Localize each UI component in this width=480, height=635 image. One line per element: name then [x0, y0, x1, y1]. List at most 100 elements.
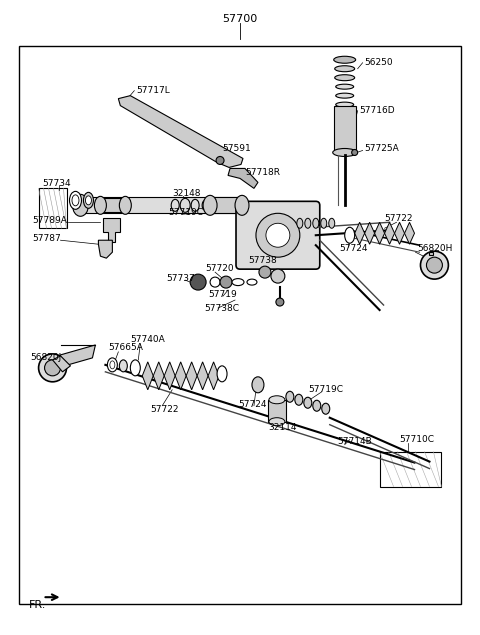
- Ellipse shape: [85, 196, 91, 205]
- Text: 57719C: 57719C: [168, 208, 203, 217]
- Ellipse shape: [247, 279, 257, 285]
- Circle shape: [38, 354, 67, 382]
- Text: 57787: 57787: [33, 234, 61, 243]
- Ellipse shape: [217, 366, 227, 382]
- Ellipse shape: [286, 391, 294, 402]
- Text: 57738C: 57738C: [204, 304, 239, 312]
- Ellipse shape: [72, 194, 88, 217]
- Ellipse shape: [335, 66, 355, 72]
- Ellipse shape: [329, 218, 335, 228]
- Ellipse shape: [191, 199, 199, 211]
- Text: 57722: 57722: [384, 214, 413, 223]
- Text: 57710C: 57710C: [399, 435, 434, 444]
- Ellipse shape: [70, 191, 82, 210]
- Circle shape: [256, 213, 300, 257]
- Ellipse shape: [202, 200, 208, 210]
- Ellipse shape: [334, 57, 356, 64]
- Text: 57719: 57719: [208, 290, 237, 298]
- Ellipse shape: [304, 398, 312, 408]
- Ellipse shape: [84, 192, 94, 208]
- Ellipse shape: [120, 360, 127, 372]
- Ellipse shape: [110, 361, 115, 369]
- Circle shape: [45, 360, 60, 376]
- Bar: [81, 197, 240, 213]
- Polygon shape: [365, 222, 374, 244]
- Polygon shape: [374, 222, 384, 244]
- Polygon shape: [142, 362, 153, 390]
- Ellipse shape: [322, 403, 330, 414]
- Text: 57719C: 57719C: [308, 385, 343, 394]
- Text: 57738: 57738: [248, 256, 277, 265]
- Ellipse shape: [313, 218, 319, 228]
- Ellipse shape: [336, 102, 354, 107]
- Circle shape: [190, 274, 206, 290]
- Polygon shape: [405, 222, 415, 244]
- Ellipse shape: [232, 279, 244, 286]
- Ellipse shape: [130, 360, 140, 376]
- Ellipse shape: [345, 227, 355, 243]
- Ellipse shape: [297, 218, 303, 228]
- Polygon shape: [186, 362, 197, 390]
- Bar: [100, 198, 125, 212]
- Ellipse shape: [95, 196, 107, 214]
- Text: 56250: 56250: [365, 58, 393, 67]
- Ellipse shape: [269, 396, 285, 404]
- Text: 56820H: 56820H: [418, 244, 453, 253]
- Polygon shape: [119, 96, 243, 168]
- Ellipse shape: [305, 218, 311, 228]
- Ellipse shape: [203, 196, 217, 215]
- Text: 57740A: 57740A: [130, 335, 165, 344]
- Text: 32114: 32114: [268, 423, 297, 432]
- Text: 57789A: 57789A: [33, 216, 68, 225]
- Circle shape: [276, 298, 284, 306]
- Circle shape: [352, 149, 358, 156]
- Polygon shape: [228, 168, 258, 189]
- Circle shape: [216, 156, 224, 164]
- Text: 57714B: 57714B: [338, 437, 372, 446]
- Text: 57724: 57724: [238, 400, 266, 409]
- Ellipse shape: [72, 195, 79, 206]
- Text: 57716D: 57716D: [360, 106, 395, 115]
- Ellipse shape: [321, 218, 327, 228]
- Circle shape: [210, 277, 220, 287]
- Text: 56820J: 56820J: [31, 354, 62, 363]
- Text: 57700: 57700: [222, 14, 258, 24]
- Polygon shape: [175, 362, 186, 390]
- Text: 57724: 57724: [340, 244, 368, 253]
- Circle shape: [420, 251, 448, 279]
- Text: FR.: FR.: [29, 600, 46, 610]
- Ellipse shape: [180, 198, 190, 212]
- Circle shape: [259, 266, 271, 278]
- Circle shape: [271, 269, 285, 283]
- Polygon shape: [103, 218, 120, 242]
- Circle shape: [220, 276, 232, 288]
- Bar: [268, 400, 286, 422]
- Ellipse shape: [269, 418, 285, 425]
- Bar: [380, 451, 442, 486]
- Polygon shape: [384, 222, 395, 244]
- Ellipse shape: [252, 377, 264, 393]
- Polygon shape: [395, 222, 405, 244]
- Ellipse shape: [336, 84, 354, 89]
- Polygon shape: [430, 252, 433, 255]
- Circle shape: [426, 257, 443, 273]
- Ellipse shape: [171, 199, 179, 211]
- Polygon shape: [58, 345, 96, 368]
- Ellipse shape: [335, 75, 355, 81]
- Text: 57734: 57734: [43, 179, 71, 188]
- Bar: [19, 46, 461, 604]
- Polygon shape: [164, 362, 175, 390]
- Ellipse shape: [333, 149, 357, 156]
- Polygon shape: [52, 356, 71, 372]
- Text: 57722: 57722: [150, 405, 179, 414]
- Text: 57591: 57591: [222, 144, 251, 153]
- FancyBboxPatch shape: [236, 201, 320, 269]
- Ellipse shape: [313, 400, 321, 411]
- Bar: [38, 189, 67, 228]
- Text: 57725A: 57725A: [365, 144, 399, 153]
- Polygon shape: [98, 240, 112, 258]
- Polygon shape: [153, 362, 164, 390]
- Ellipse shape: [295, 394, 303, 405]
- Ellipse shape: [108, 358, 117, 372]
- Circle shape: [266, 224, 290, 247]
